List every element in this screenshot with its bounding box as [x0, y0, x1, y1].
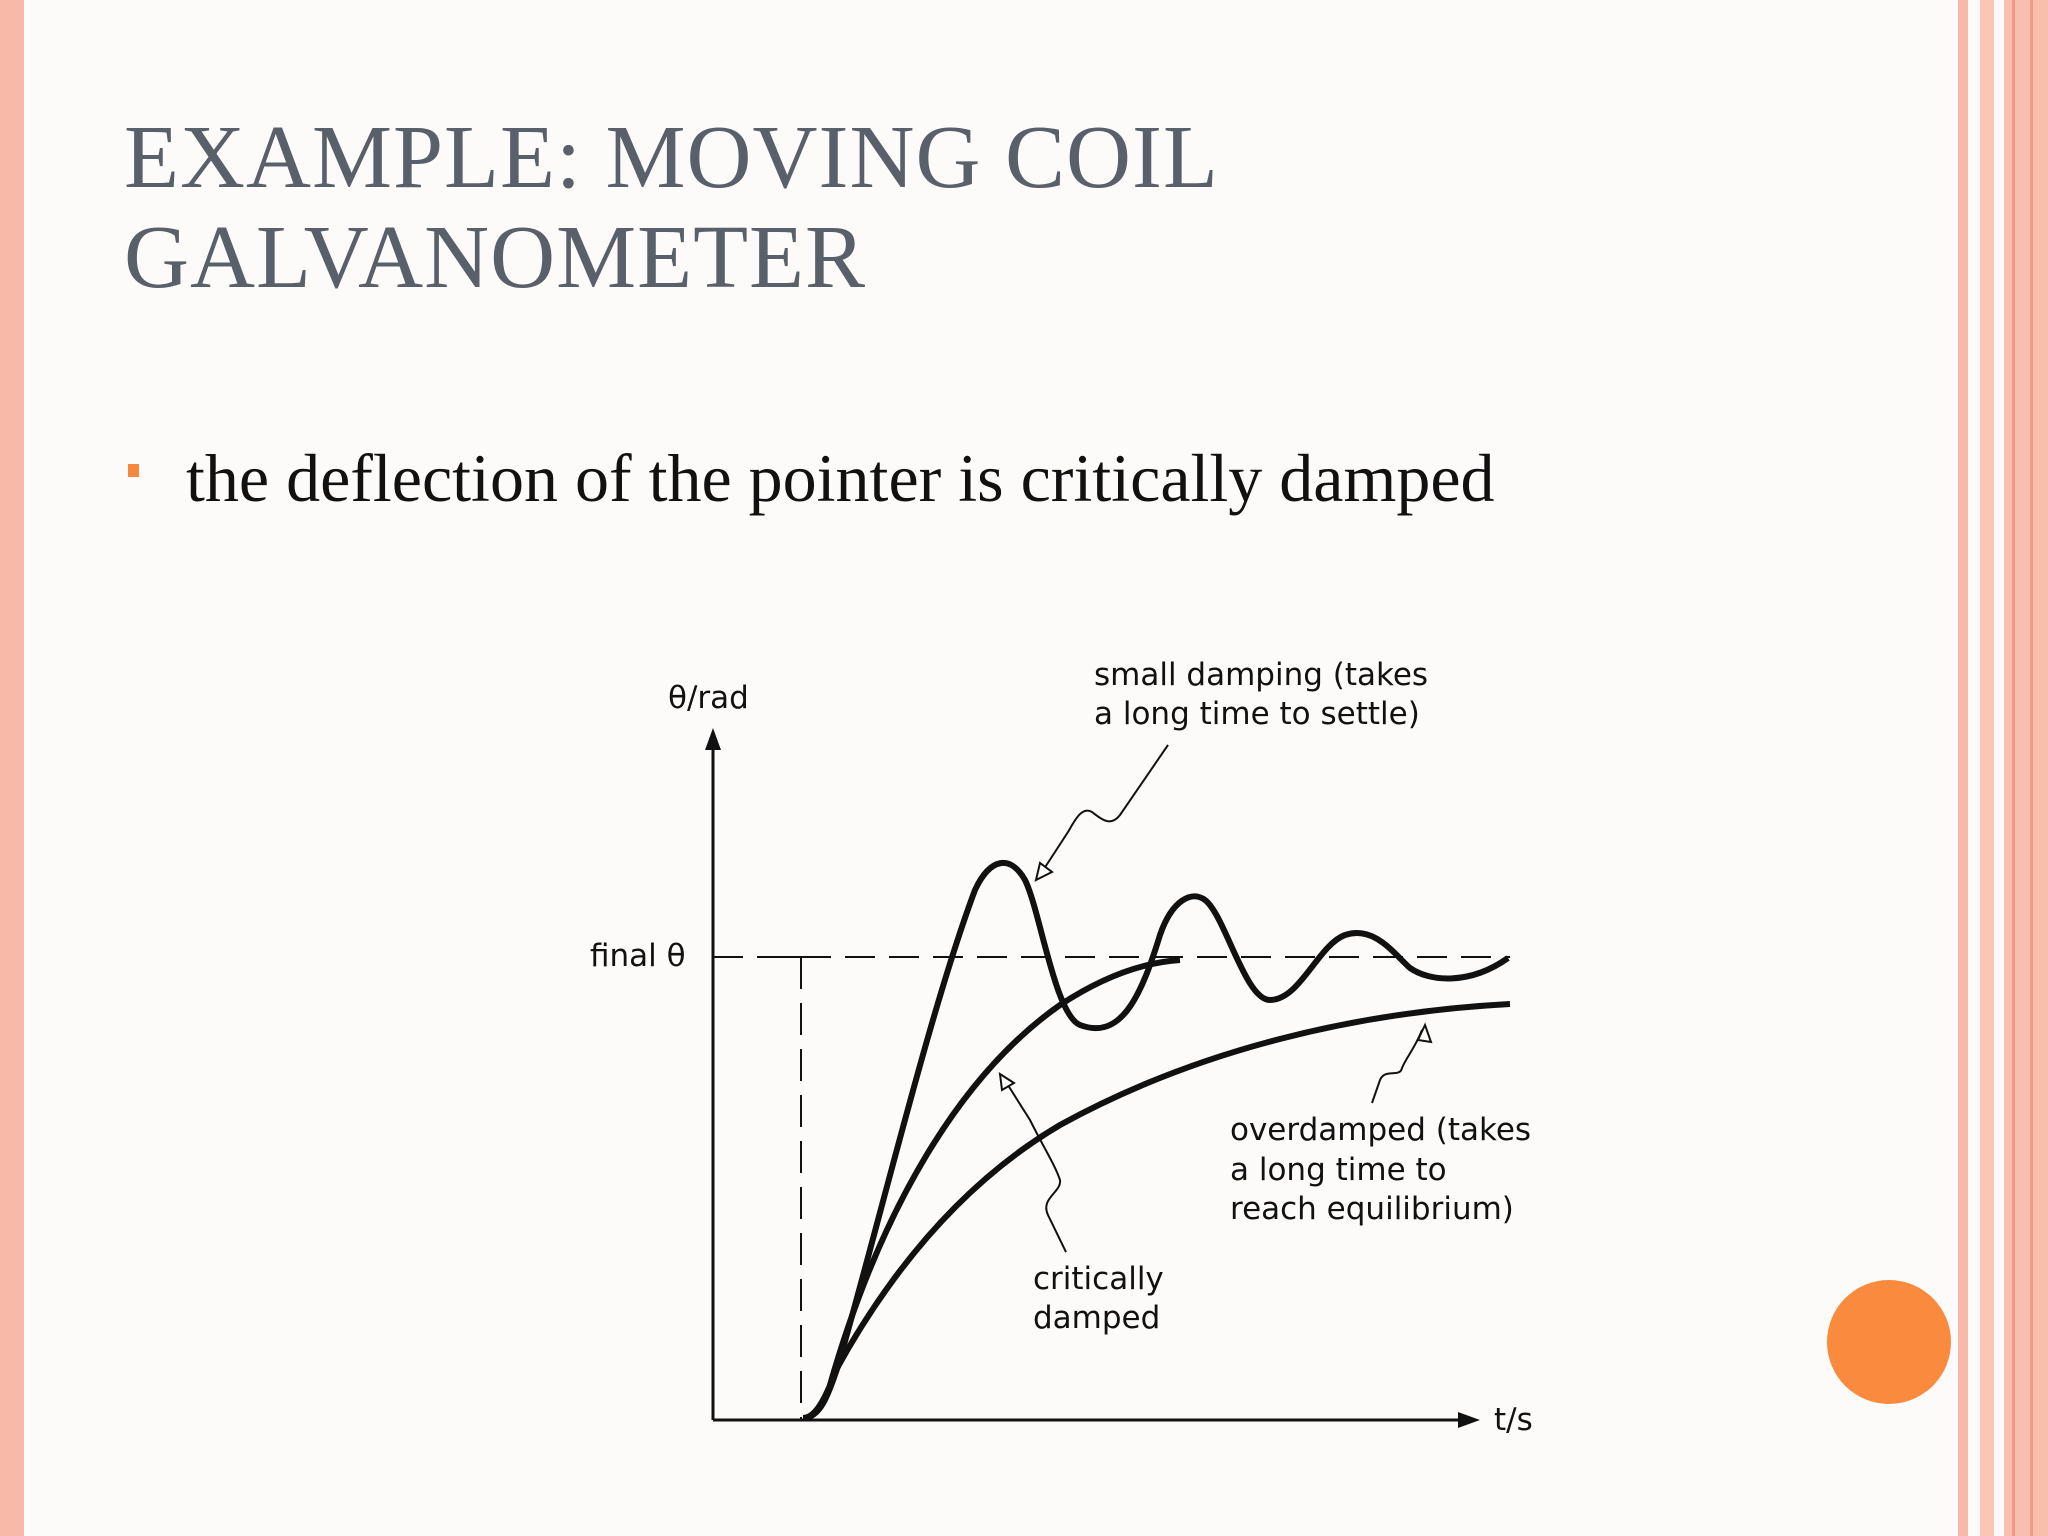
- right-border-stripe: [1958, 0, 1968, 1536]
- y-axis-arrow-icon: [705, 728, 721, 750]
- final-theta-label: final θ: [590, 938, 686, 974]
- right-border-line: [2012, 0, 2015, 1536]
- overdamped-arrowhead-icon: [1416, 1022, 1433, 1044]
- small-damping-pointer: [1039, 744, 1169, 876]
- critically-damped-label-line-1: critically: [1033, 1261, 1164, 1297]
- slide-title-line-1: EXAMPLE: MOVING COIL: [124, 108, 1219, 207]
- small-damping-curve: [802, 860, 1510, 1421]
- x-axis-arrow-icon: [1458, 1412, 1480, 1428]
- bullet-text: the deflection of the pointer is critica…: [186, 440, 1495, 516]
- slide-title-line-2: GALVANOMETER: [124, 208, 867, 307]
- critically-damped-curve: [827, 957, 1181, 1386]
- overdamped-pointer: [1371, 1029, 1423, 1104]
- y-axis-label: θ/rad: [668, 680, 749, 716]
- small-damping-arrowhead-icon: [1034, 861, 1054, 882]
- critically-damped-arrowhead-icon: [998, 1072, 1016, 1092]
- overdamped-label-line-3: reach equilibrium): [1230, 1191, 1514, 1227]
- right-border-stripe: [2004, 0, 2048, 1536]
- small-damping-label-line-1: small damping (takes: [1094, 657, 1428, 693]
- overdamped-label-line-2: a long time to: [1230, 1152, 1447, 1188]
- bullet-marker-icon: [128, 464, 139, 477]
- critically-damped-label-line-2: damped: [1033, 1300, 1160, 1336]
- left-border: [0, 0, 24, 1536]
- right-border-stripe: [1980, 0, 1994, 1536]
- decorative-orange-dot: [1827, 1280, 1951, 1404]
- critically-damped-pointer: [1005, 1081, 1067, 1253]
- right-border-line: [2030, 0, 2033, 1536]
- x-axis-label: t/s: [1494, 1402, 1533, 1438]
- overdamped-label-line-1: overdamped (takes: [1230, 1112, 1531, 1148]
- slide-title: EXAMPLE: MOVING COIL GALVANOMETER: [124, 108, 1724, 308]
- small-damping-label-line-2: a long time to settle): [1094, 696, 1420, 732]
